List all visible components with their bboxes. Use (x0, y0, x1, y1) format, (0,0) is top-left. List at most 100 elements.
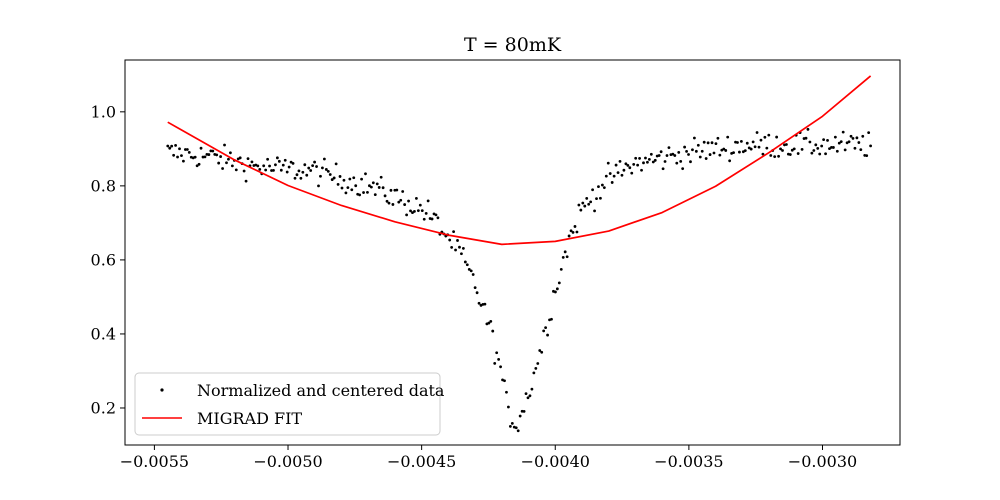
data-point (168, 146, 172, 150)
data-point (207, 153, 211, 156)
data-point (644, 156, 647, 160)
data-point (646, 160, 649, 164)
data-point (461, 247, 465, 250)
data-point (753, 145, 757, 149)
data-point (606, 161, 610, 165)
data-point (704, 157, 708, 160)
data-point (371, 181, 375, 185)
data-point (315, 165, 318, 168)
data-point (369, 185, 373, 189)
data-point (595, 197, 598, 201)
data-point (274, 163, 277, 167)
data-point (454, 248, 457, 252)
data-point (667, 146, 671, 150)
data-point (788, 153, 792, 156)
data-point (663, 160, 667, 163)
data-point (297, 169, 301, 173)
data-point (599, 196, 602, 200)
data-point (293, 176, 297, 180)
data-point (857, 141, 861, 144)
data-point (215, 153, 219, 157)
data-point (559, 267, 563, 271)
data-point (779, 147, 782, 151)
data-point (822, 138, 826, 142)
data-point (387, 201, 391, 205)
data-point (671, 152, 675, 156)
data-point (591, 188, 594, 192)
data-point (334, 162, 338, 166)
data-point (759, 138, 763, 142)
data-point (295, 173, 299, 177)
data-point (702, 140, 706, 144)
data-point (835, 149, 839, 153)
data-point (626, 164, 630, 167)
data-point (816, 147, 820, 150)
data-point (536, 362, 540, 365)
data-point (272, 169, 275, 172)
data-point (185, 148, 189, 151)
data-point (373, 193, 377, 197)
data-point (467, 267, 471, 271)
data-point (270, 169, 273, 172)
data-point (522, 409, 526, 413)
x-tick-label: −0.0030 (788, 452, 857, 471)
data-point (571, 230, 575, 234)
data-point (268, 164, 271, 168)
data-point (197, 162, 201, 166)
data-point (193, 155, 197, 159)
data-point (573, 225, 577, 228)
data-point (544, 326, 548, 329)
data-point (309, 169, 313, 172)
data-point (230, 164, 234, 168)
data-point (710, 141, 714, 145)
data-point (301, 170, 305, 174)
data-point (761, 152, 765, 156)
data-point (180, 154, 183, 157)
data-point (806, 127, 810, 131)
data-point (632, 163, 636, 166)
data-point (696, 143, 700, 147)
data-point (203, 155, 207, 159)
data-point (401, 190, 405, 193)
data-point (755, 131, 759, 134)
data-point (227, 157, 230, 161)
data-point (677, 151, 681, 154)
data-point (358, 193, 362, 197)
data-point (532, 371, 536, 375)
data-point (824, 152, 827, 156)
data-point (219, 155, 223, 158)
data-point (634, 156, 638, 160)
data-point (465, 263, 469, 267)
data-point (407, 199, 410, 203)
data-point (430, 217, 434, 221)
data-point (499, 365, 502, 369)
data-point (575, 230, 579, 234)
data-point (555, 287, 559, 291)
data-point (610, 181, 614, 184)
data-point (659, 150, 663, 154)
data-point (262, 164, 266, 168)
data-point (397, 200, 401, 204)
data-point (792, 147, 796, 151)
data-point (360, 177, 363, 181)
data-point (211, 149, 215, 153)
legend: Normalized and centered data MIGRAD FIT (134, 372, 445, 436)
data-point (736, 141, 739, 144)
data-point (724, 149, 728, 152)
data-point (264, 168, 268, 172)
data-point (311, 164, 315, 168)
data-point (336, 182, 340, 186)
data-point (679, 159, 683, 163)
data-point (681, 167, 685, 171)
data-point (399, 198, 403, 202)
y-tick-label: 0.2 (91, 398, 116, 417)
data-point (409, 209, 412, 213)
data-point (471, 273, 475, 276)
data-point (855, 136, 859, 140)
data-point (256, 164, 260, 168)
data-point (540, 350, 544, 354)
data-point (456, 239, 459, 242)
data-point (405, 213, 409, 217)
data-point (546, 333, 549, 337)
data-point (765, 146, 769, 150)
